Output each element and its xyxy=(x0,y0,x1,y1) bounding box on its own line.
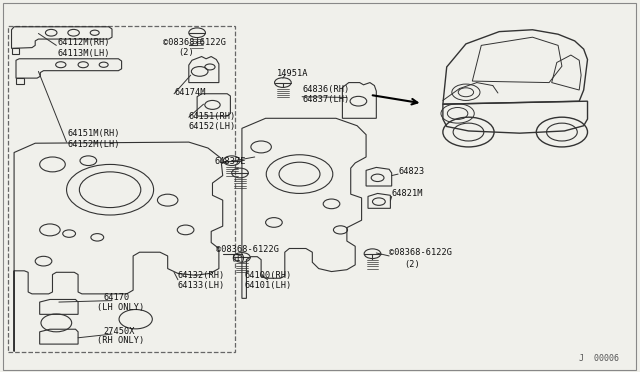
Text: ©08368-6122G: ©08368-6122G xyxy=(216,245,279,254)
Text: 64837E: 64837E xyxy=(214,157,246,166)
Text: 64133(LH): 64133(LH) xyxy=(178,281,225,290)
Text: 64101(LH): 64101(LH) xyxy=(244,281,292,290)
Text: (RH ONLY): (RH ONLY) xyxy=(97,336,145,345)
Text: J  00006: J 00006 xyxy=(579,354,620,363)
Text: 64823: 64823 xyxy=(398,167,424,176)
Text: ©08368-6122G: ©08368-6122G xyxy=(389,248,452,257)
Text: 64837(LH): 64837(LH) xyxy=(302,95,349,104)
Text: ©08368-6122G: ©08368-6122G xyxy=(163,38,226,46)
Text: 14951A: 14951A xyxy=(276,69,308,78)
Text: 27450X: 27450X xyxy=(104,327,135,336)
Text: (1): (1) xyxy=(230,254,246,263)
Text: 64132(RH): 64132(RH) xyxy=(178,271,225,280)
Text: 64113M(LH): 64113M(LH) xyxy=(58,49,110,58)
Text: 64836(RH): 64836(RH) xyxy=(302,85,349,94)
Text: (2): (2) xyxy=(404,260,420,269)
Text: 64170: 64170 xyxy=(104,293,130,302)
Bar xyxy=(8,26,235,352)
Text: 64112M(RH): 64112M(RH) xyxy=(58,38,110,46)
Text: 64174M: 64174M xyxy=(174,88,205,97)
Text: 64100(RH): 64100(RH) xyxy=(244,271,292,280)
Text: 64152M(LH): 64152M(LH) xyxy=(67,140,120,149)
Text: (LH ONLY): (LH ONLY) xyxy=(97,303,145,312)
Text: 64821M: 64821M xyxy=(392,189,423,198)
Text: (2): (2) xyxy=(178,48,194,57)
Text: 64151M(RH): 64151M(RH) xyxy=(67,129,120,138)
Text: 64151(RH): 64151(RH) xyxy=(189,112,236,121)
Text: 64152(LH): 64152(LH) xyxy=(189,122,236,131)
